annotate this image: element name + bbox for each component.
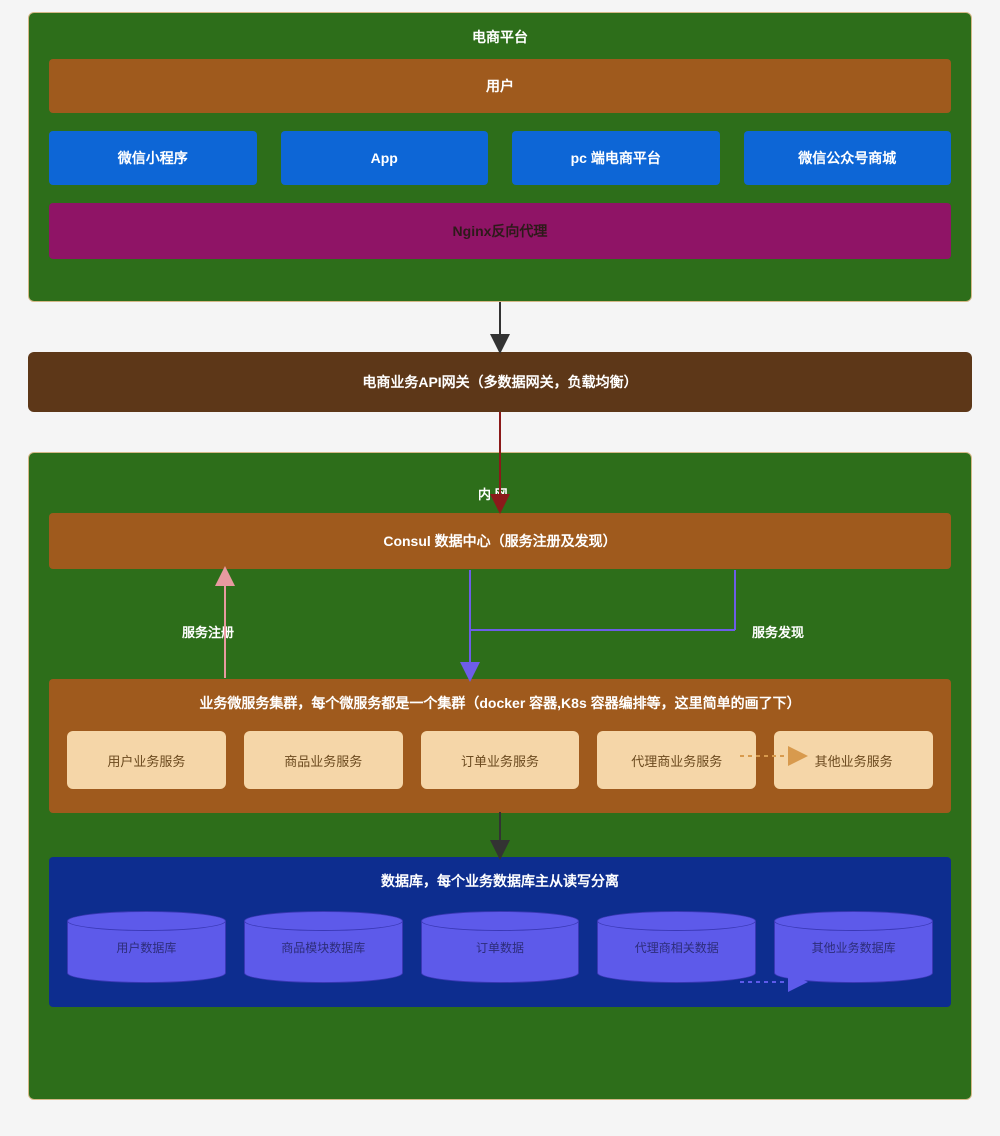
service-order: 订单业务服务 <box>421 731 580 789</box>
platform-container: 电商平台 用户 微信小程序 App pc 端电商平台 微信公众号商城 Nginx… <box>28 12 972 302</box>
service-product: 商品业务服务 <box>244 731 403 789</box>
db-product: 商品模块数据库 <box>244 911 403 983</box>
nginx-label: Nginx反向代理 <box>453 221 548 241</box>
db-order: 订单数据 <box>421 911 580 983</box>
client-wechat-mini: 微信小程序 <box>49 131 257 185</box>
microservices-container: 业务微服务集群，每个微服务都是一个集群（docker 容器,K8s 容器编排等，… <box>49 679 951 813</box>
client-wechat-mall: 微信公众号商城 <box>744 131 952 185</box>
intranet-container: Consul 数据中心（服务注册及发现） 业务微服务集群，每个微服务都是一个集群… <box>28 452 972 1100</box>
intranet-label: 内 网 <box>478 484 508 503</box>
user-box: 用户 <box>49 59 951 113</box>
database-title: 数据库，每个业务数据库主从读写分离 <box>67 871 933 891</box>
client-app: App <box>281 131 489 185</box>
service-register-label: 服务注册 <box>182 622 234 641</box>
service-user: 用户业务服务 <box>67 731 226 789</box>
nginx-box: Nginx反向代理 <box>49 203 951 259</box>
db-row: 用户数据库 商品模块数据库 订单数据 代理商相关数据 其他业务数据库 <box>67 911 933 983</box>
microservices-title: 业务微服务集群，每个微服务都是一个集群（docker 容器,K8s 容器编排等，… <box>67 693 933 713</box>
service-agent: 代理商业务服务 <box>597 731 756 789</box>
db-user: 用户数据库 <box>67 911 226 983</box>
services-row: 用户业务服务 商品业务服务 订单业务服务 代理商业务服务 其他业务服务 <box>67 731 933 789</box>
consul-box: Consul 数据中心（服务注册及发现） <box>49 513 951 569</box>
consul-label: Consul 数据中心（服务注册及发现） <box>383 531 616 551</box>
db-agent: 代理商相关数据 <box>597 911 756 983</box>
api-gateway-box: 电商业务API网关（多数据网关，负载均衡） <box>28 352 972 412</box>
database-container: 数据库，每个业务数据库主从读写分离 用户数据库 商品模块数据库 订单数据 代理商… <box>49 857 951 1007</box>
db-other: 其他业务数据库 <box>774 911 933 983</box>
clients-row: 微信小程序 App pc 端电商平台 微信公众号商城 <box>49 131 951 185</box>
api-gateway-label: 电商业务API网关（多数据网关，负载均衡） <box>362 372 637 392</box>
service-other: 其他业务服务 <box>774 731 933 789</box>
client-pc: pc 端电商平台 <box>512 131 720 185</box>
platform-title: 电商平台 <box>49 27 951 47</box>
user-label: 用户 <box>486 76 514 96</box>
service-discover-label: 服务发现 <box>752 622 804 641</box>
